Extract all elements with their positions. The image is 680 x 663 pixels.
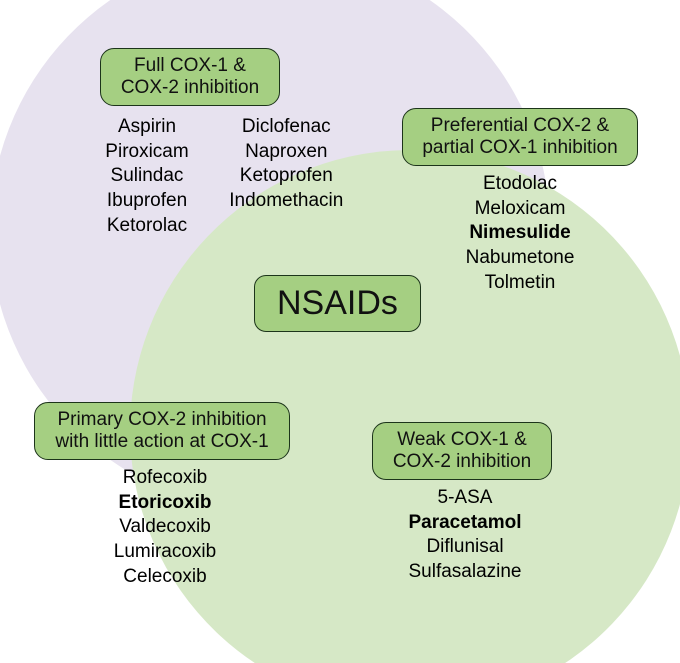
center-badge: NSAIDs: [254, 275, 421, 332]
badge-primary: Primary COX-2 inhibition with little act…: [34, 402, 290, 460]
badge-pref-line2: partial COX-1 inhibition: [422, 137, 617, 158]
badge-weak-text: Weak COX-1 & COX-2 inhibition: [393, 429, 531, 473]
badge-weak-line1: Weak COX-1 &: [397, 429, 527, 450]
diagram-stage: NSAIDs Full COX-1 & COX-2 inhibition Asp…: [0, 0, 680, 663]
badge-primary-line2: with little action at COX-1: [55, 431, 268, 452]
drug-item: Celecoxib: [90, 565, 240, 590]
badge-full-text: Full COX-1 & COX-2 inhibition: [121, 55, 259, 99]
drug-item: Naproxen: [221, 140, 351, 165]
content-layer: NSAIDs Full COX-1 & COX-2 inhibition Asp…: [0, 0, 680, 663]
drugs-primary: Rofecoxib Etoricoxib Valdecoxib Lumiraco…: [90, 466, 240, 589]
drug-item: Sulfasalazine: [380, 560, 550, 585]
badge-pref-text: Preferential COX-2 & partial COX-1 inhib…: [422, 115, 617, 159]
drug-item: Paracetamol: [380, 511, 550, 536]
badge-weak-line2: COX-2 inhibition: [393, 451, 531, 472]
drug-item: Meloxicam: [440, 197, 600, 222]
drug-item: Nabumetone: [440, 246, 600, 271]
drug-item: Indomethacin: [221, 189, 351, 214]
drugs-full: Aspirin Piroxicam Sulindac Ibuprofen Ket…: [92, 115, 352, 238]
badge-full-inhibition: Full COX-1 & COX-2 inhibition: [100, 48, 280, 106]
badge-full-line1: Full COX-1 &: [134, 55, 246, 76]
drugs-weak: 5-ASA Paracetamol Diflunisal Sulfasalazi…: [380, 486, 550, 585]
drugs-preferential: Etodolac Meloxicam Nimesulide Nabumetone…: [440, 172, 600, 295]
drugs-full-col2: Diclofenac Naproxen Ketoprofen Indometha…: [221, 115, 351, 214]
drug-item: Lumiracoxib: [90, 540, 240, 565]
drug-item: Tolmetin: [440, 271, 600, 296]
drug-item: Rofecoxib: [90, 466, 240, 491]
badge-primary-line1: Primary COX-2 inhibition: [57, 409, 266, 430]
badge-preferential: Preferential COX-2 & partial COX-1 inhib…: [402, 108, 638, 166]
drug-item: Ibuprofen: [92, 189, 202, 214]
drug-item: Etoricoxib: [90, 491, 240, 516]
badge-weak: Weak COX-1 & COX-2 inhibition: [372, 422, 552, 480]
drug-item: Aspirin: [92, 115, 202, 140]
drug-item: Etodolac: [440, 172, 600, 197]
badge-full-line2: COX-2 inhibition: [121, 77, 259, 98]
drug-item: Piroxicam: [92, 140, 202, 165]
center-label: NSAIDs: [277, 284, 398, 323]
drug-item: Nimesulide: [440, 221, 600, 246]
drug-item: Ketorolac: [92, 214, 202, 239]
badge-pref-line1: Preferential COX-2 &: [431, 115, 609, 136]
drugs-full-col1: Aspirin Piroxicam Sulindac Ibuprofen Ket…: [92, 115, 202, 238]
drug-item: Valdecoxib: [90, 515, 240, 540]
drug-item: 5-ASA: [380, 486, 550, 511]
badge-primary-text: Primary COX-2 inhibition with little act…: [55, 409, 268, 453]
drug-item: Sulindac: [92, 164, 202, 189]
drug-item: Ketoprofen: [221, 164, 351, 189]
drug-item: Diclofenac: [221, 115, 351, 140]
drug-item: Diflunisal: [380, 535, 550, 560]
